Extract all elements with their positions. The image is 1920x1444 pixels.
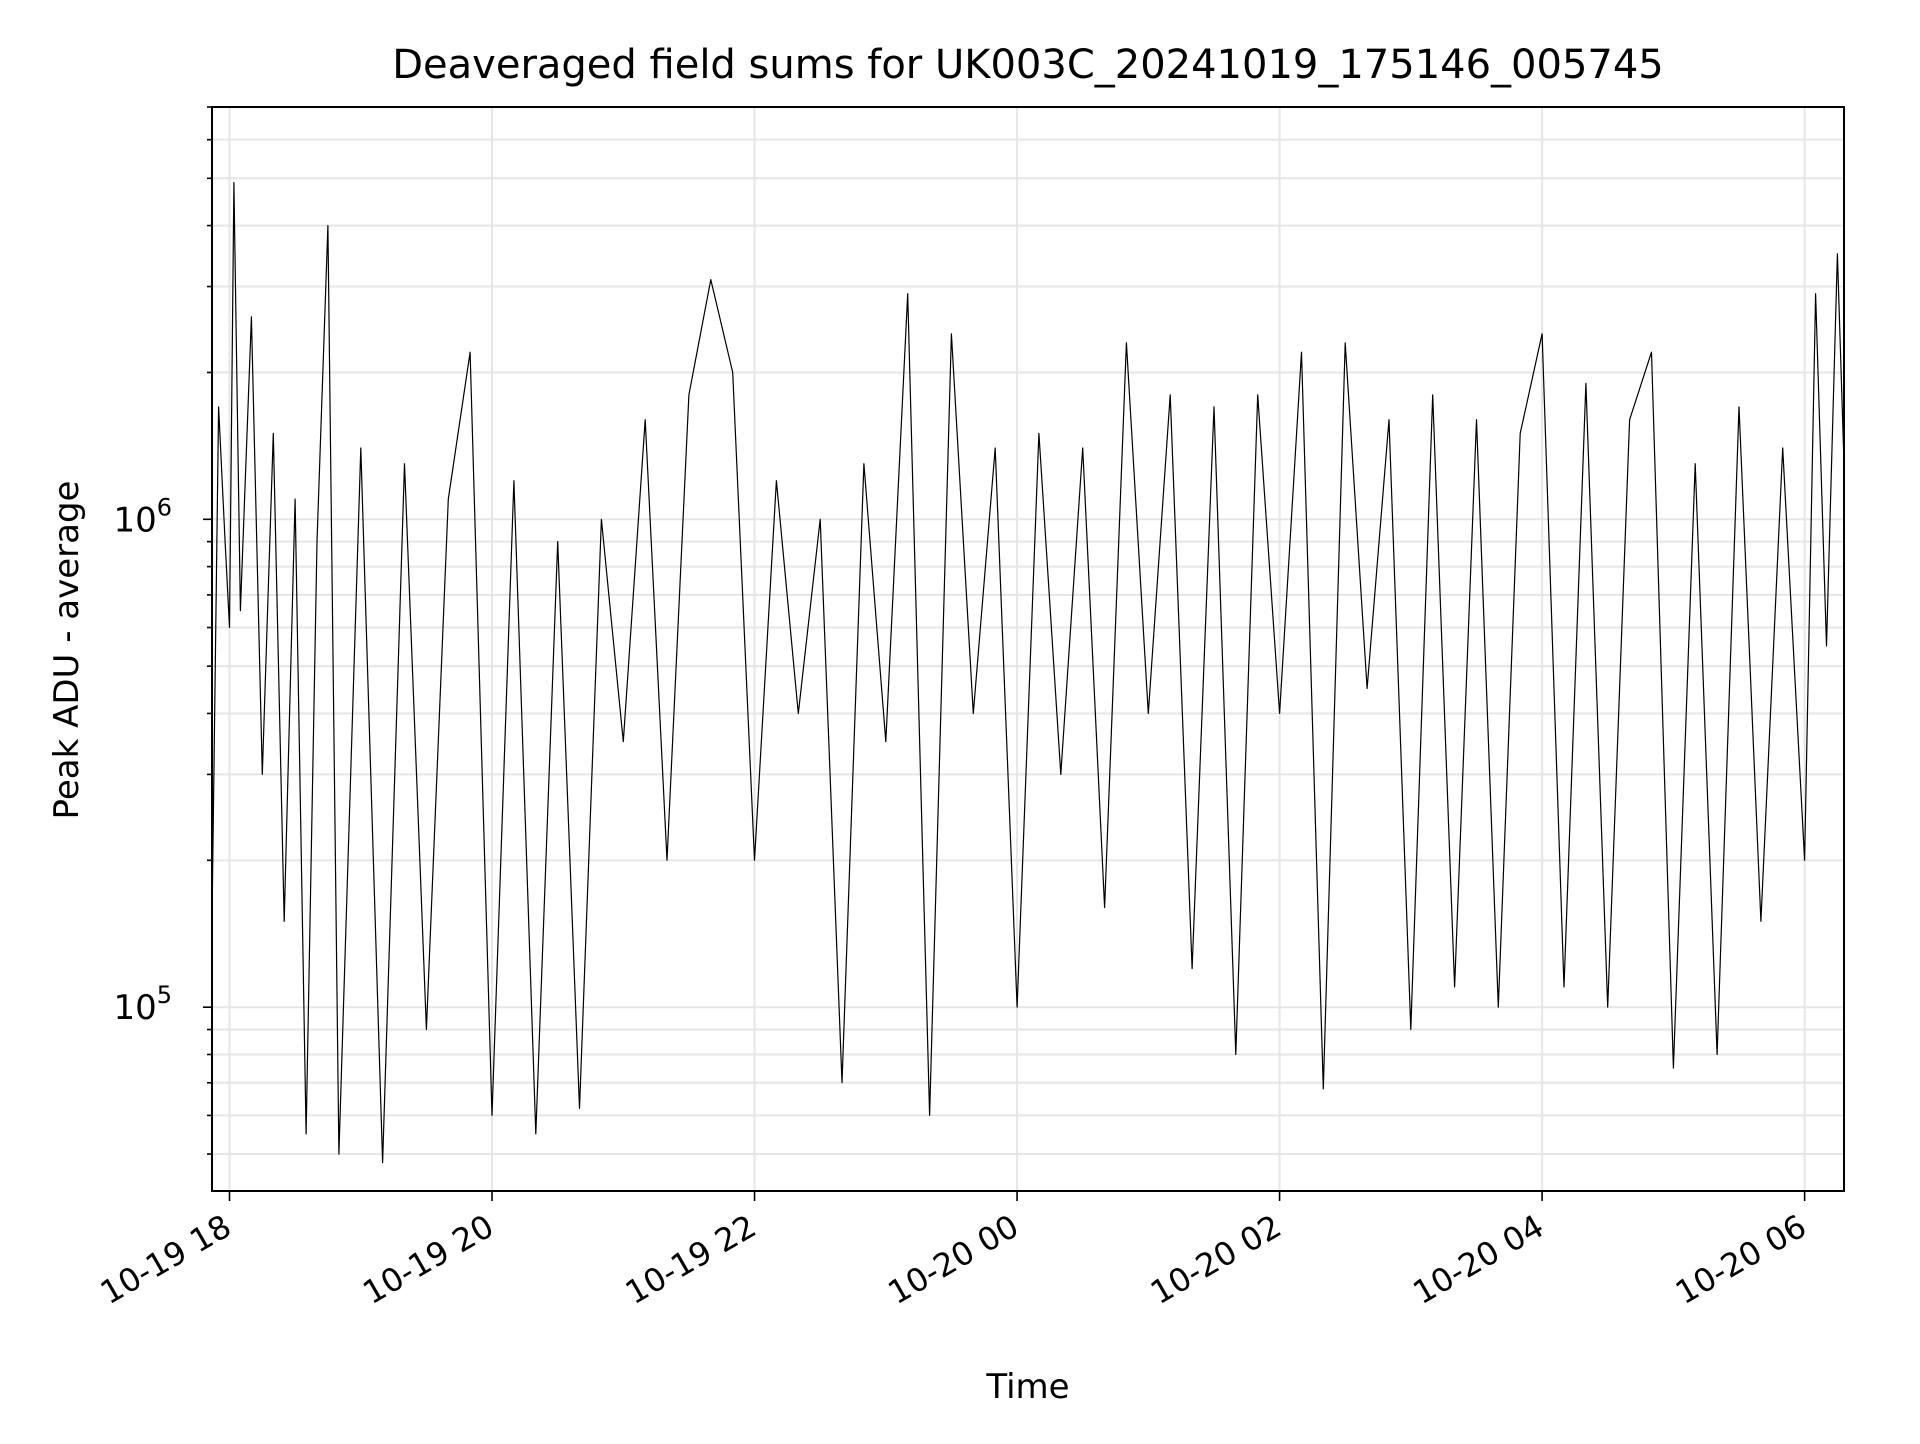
y-tick-label: 105 [113, 981, 172, 1028]
grid [212, 106, 1844, 1191]
line-layer [211, 182, 1845, 1164]
plot-frame [211, 106, 1845, 1192]
series-line [211, 182, 1845, 1164]
x-axis-label: Time [985, 1367, 1069, 1407]
chart-title: Deaveraged field sums for UK003C_2024101… [392, 42, 1663, 88]
y-axis-label: Peak ADU - average [47, 481, 87, 820]
y-tick-label: 106 [113, 493, 172, 540]
